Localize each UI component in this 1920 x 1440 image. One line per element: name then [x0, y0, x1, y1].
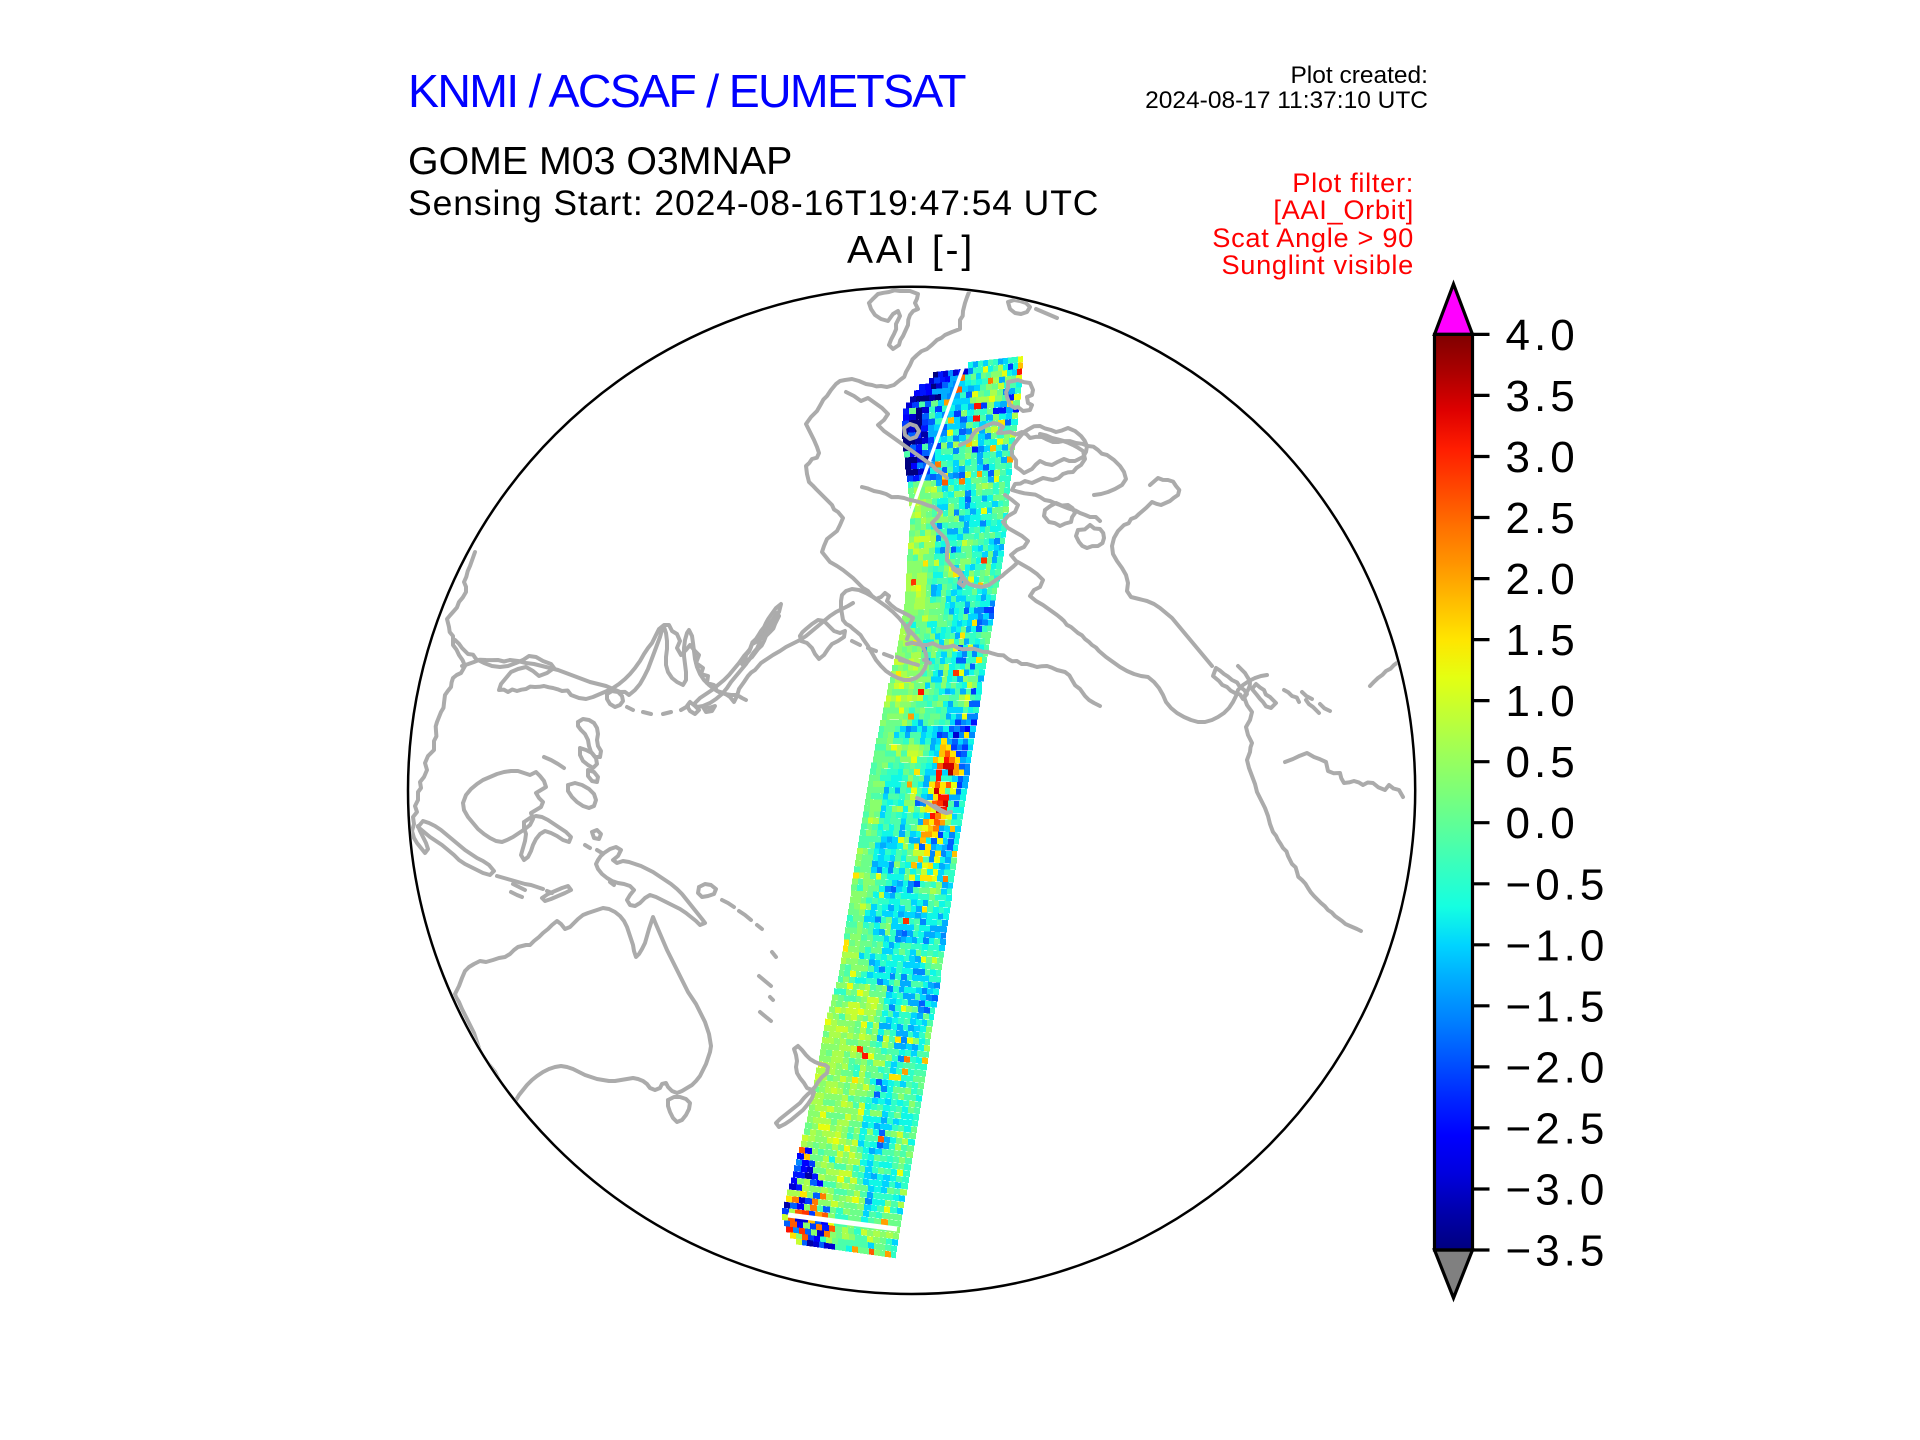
svg-text:3.5: 3.5: [1506, 372, 1579, 421]
svg-text:3.0: 3.0: [1506, 433, 1579, 482]
svg-text:−0.5: −0.5: [1506, 860, 1609, 909]
svg-text:−3.0: −3.0: [1506, 1166, 1609, 1215]
svg-text:−2.0: −2.0: [1506, 1043, 1609, 1092]
svg-text:1.5: 1.5: [1506, 616, 1579, 665]
svg-text:−3.5: −3.5: [1506, 1227, 1609, 1276]
svg-text:−1.0: −1.0: [1506, 921, 1609, 970]
svg-text:−1.5: −1.5: [1506, 982, 1609, 1031]
svg-text:0.5: 0.5: [1506, 738, 1579, 787]
svg-text:2.5: 2.5: [1506, 494, 1579, 543]
svg-text:0.0: 0.0: [1506, 799, 1579, 848]
svg-text:−2.5: −2.5: [1506, 1104, 1609, 1153]
svg-text:1.0: 1.0: [1506, 677, 1579, 726]
svg-text:4.0: 4.0: [1506, 311, 1579, 360]
svg-text:2.0: 2.0: [1506, 555, 1579, 604]
